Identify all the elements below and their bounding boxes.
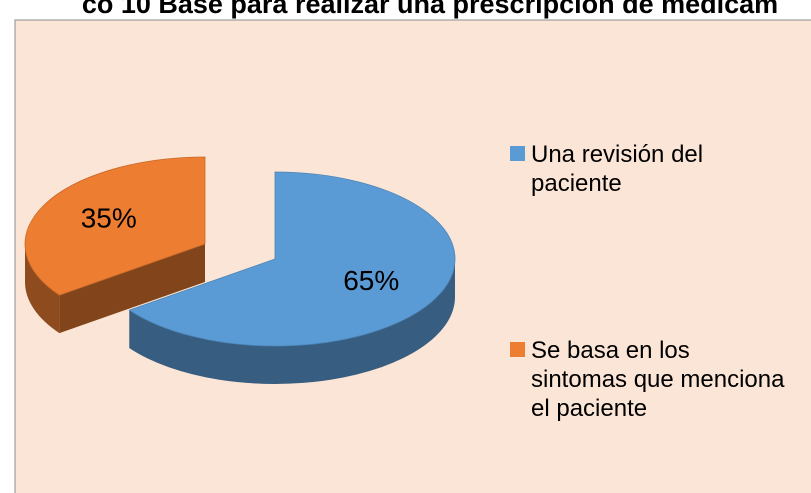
- legend-item: Una revisión del paciente: [510, 140, 800, 198]
- legend-swatch: [510, 146, 525, 161]
- slice: [128, 171, 456, 347]
- legend-swatch: [510, 342, 525, 357]
- slice: [24, 156, 206, 296]
- data-label: 35%: [81, 203, 137, 234]
- chart-title: co 10 Base para realizar una prescripció…: [82, 0, 778, 19]
- legend-item: Se basa en los sintomas que menciona el …: [510, 336, 800, 423]
- data-label: 65%: [343, 265, 399, 296]
- legend-label: Una revisión del paciente: [531, 141, 704, 197]
- legend-label: Se basa en los sintomas que menciona el …: [531, 337, 785, 422]
- slice-wall: [59, 244, 206, 334]
